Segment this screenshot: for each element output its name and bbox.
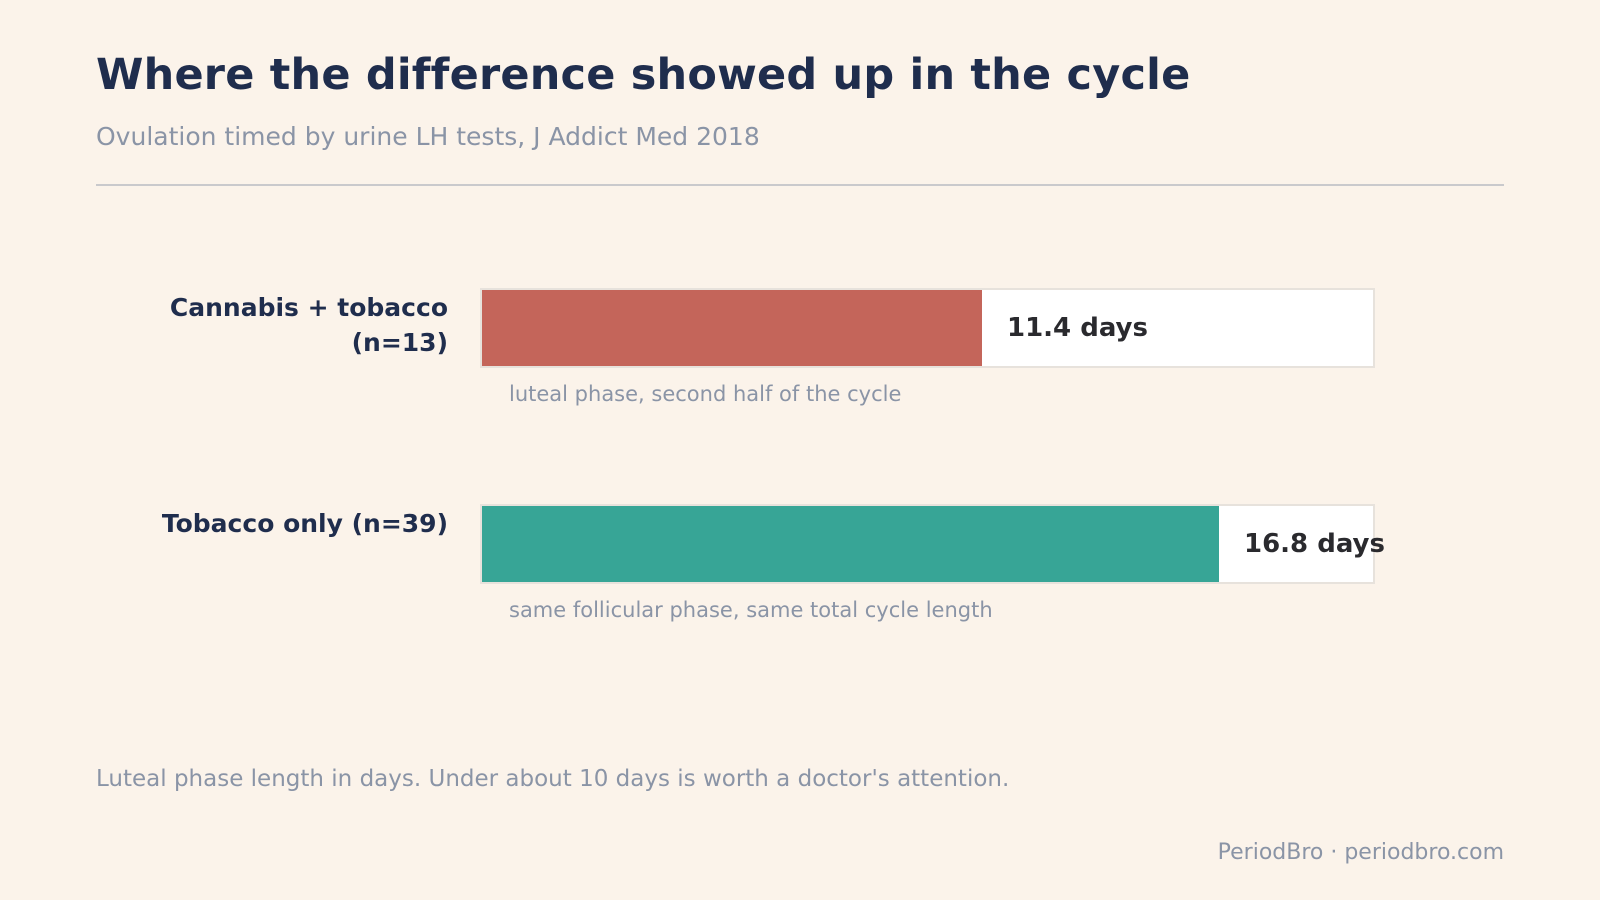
category-label-line: (n=13) [351,328,448,357]
bar-note-tobacco-only: same follicular phase, same total cycle … [509,598,993,622]
header-divider [96,184,1504,186]
chart-subtitle: Ovulation timed by urine LH tests, J Add… [96,122,760,151]
bar-track-tobacco-only: 16.8 days [480,504,1385,584]
chart-title: Where the difference showed up in the cy… [96,50,1191,100]
value-label-tobacco-only: 16.8 days [1244,529,1385,559]
value-label-cannabis-tobacco: 11.4 days [1007,313,1148,343]
footnote: Luteal phase length in days. Under about… [96,766,1010,792]
bar-tobacco-only [482,506,1219,582]
bar-track-cannabis-tobacco: 11.4 days [480,288,1375,368]
category-label-cannabis-tobacco: Cannabis + tobacco (n=13) [108,290,448,360]
category-label-line: Cannabis + tobacco [169,293,448,322]
source-credit: PeriodBro · periodbro.com [1217,840,1504,865]
bar-cannabis-tobacco [482,290,982,366]
category-label-tobacco-only: Tobacco only (n=39) [108,506,448,541]
category-label-line: Tobacco only (n=39) [161,509,448,538]
bar-note-cannabis-tobacco: luteal phase, second half of the cycle [509,382,902,406]
